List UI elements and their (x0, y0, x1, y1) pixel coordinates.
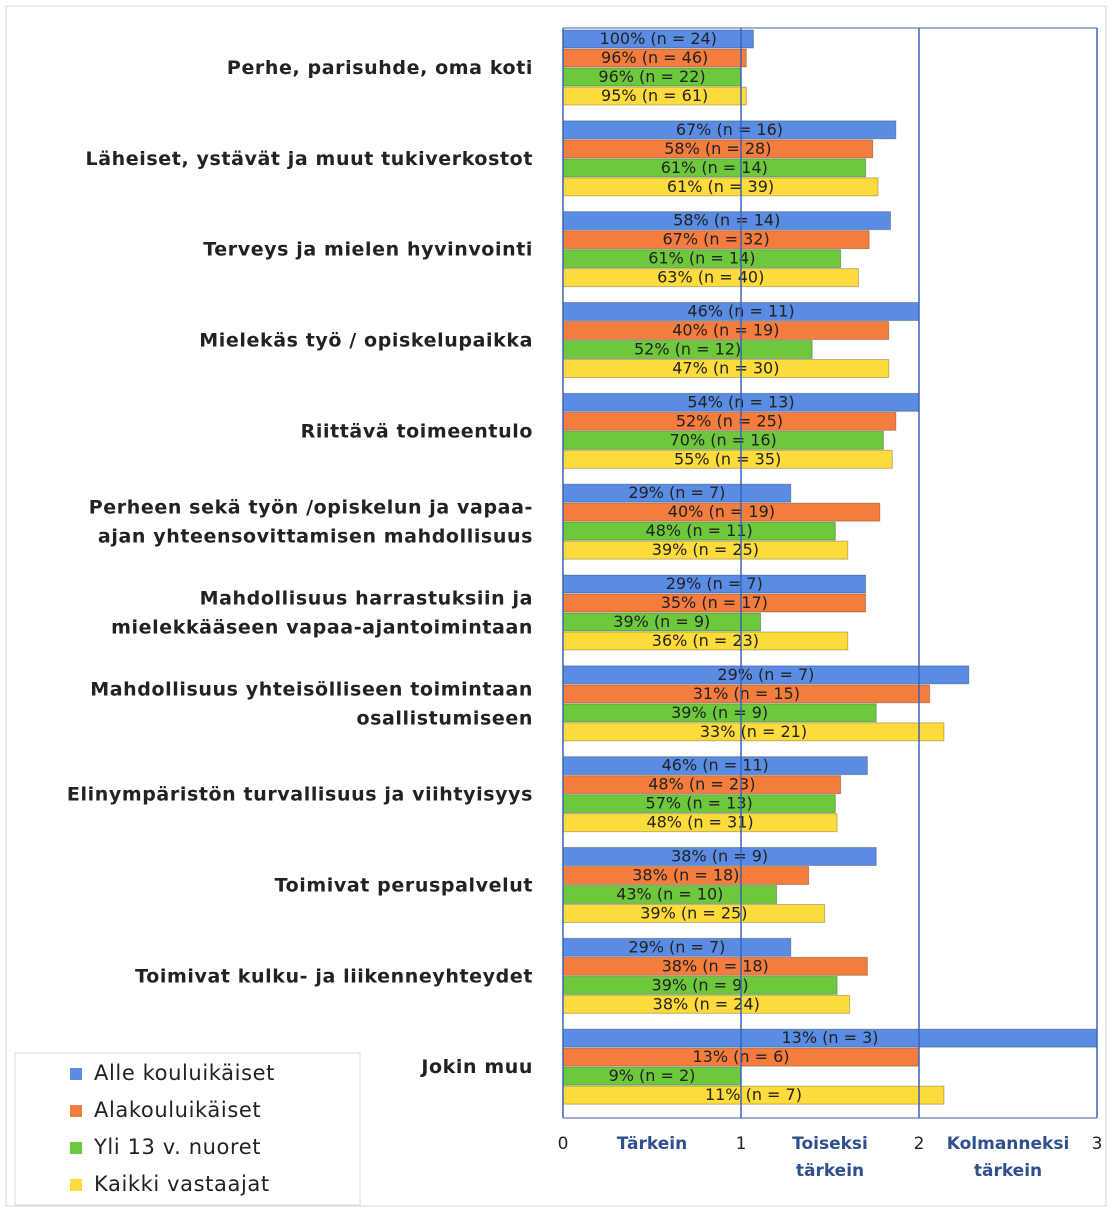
bar-label: 29% (n = 7) (717, 665, 814, 684)
bar-label: 61% (n = 14) (661, 158, 768, 177)
legend-swatch (70, 1105, 82, 1117)
category-label: Riittävä toimeentulo (301, 420, 533, 442)
category-label: Mahdollisuus yhteisölliseen toimintaan os… (90, 678, 533, 729)
x-tick-label: 1 (736, 1134, 747, 1154)
bar-label: 96% (n = 22) (598, 67, 705, 86)
bar-label: 40% (n = 19) (672, 321, 779, 340)
bar-label: 29% (n = 7) (628, 483, 725, 502)
category-label: Perheen sekä työn /opiskelun ja vapaa-aj… (89, 496, 533, 547)
legend-label: Alakouluikäiset (94, 1098, 261, 1122)
category-label: Mielekäs työ / opiskelupaikka (199, 329, 533, 351)
bar-label: 61% (n = 39) (667, 177, 774, 196)
bar-label: 9% (n = 2) (609, 1066, 696, 1085)
bar-label: 39% (n = 9) (613, 612, 710, 631)
x-band-label: Toiseksi tärkein (792, 1134, 868, 1181)
bar-label: 38% (n = 18) (632, 866, 739, 885)
bar-label: 29% (n = 7) (628, 937, 725, 956)
bar-label: 58% (n = 14) (673, 211, 780, 230)
bar-label: 38% (n = 9) (671, 847, 768, 866)
category-label: Toimivat peruspalvelut (275, 874, 533, 896)
bar-label: 57% (n = 13) (646, 794, 753, 813)
bar-label: 13% (n = 3) (781, 1028, 878, 1047)
category-label: Jokin muu (419, 1056, 533, 1078)
bar-label: 39% (n = 9) (652, 975, 749, 994)
bar-label: 48% (n = 11) (646, 521, 753, 540)
bar-label: 55% (n = 35) (674, 449, 781, 468)
category-label: Terveys ja mielen hyvinvointi (203, 238, 533, 260)
category-label: Mahdollisuus harrastuksiin ja mielekkääse… (111, 587, 533, 638)
bar-label: 47% (n = 30) (672, 359, 779, 378)
category-label: Perhe, parisuhde, oma koti (227, 57, 533, 79)
bar-label: 48% (n = 23) (648, 775, 755, 794)
bar-label: 40% (n = 19) (668, 502, 775, 521)
bar-label: 11% (n = 7) (705, 1085, 802, 1104)
bar-label: 96% (n = 46) (601, 48, 708, 67)
category-label: Elinympäristön turvallisuus ja viihtyisy… (67, 783, 533, 805)
bar-label: 38% (n = 18) (662, 956, 769, 975)
bar-label: 67% (n = 32) (662, 230, 769, 249)
bar-label: 63% (n = 40) (657, 268, 764, 287)
x-band-label: Kolmanneksi tärkein (947, 1134, 1070, 1181)
bar-label: 100% (n = 24) (600, 29, 717, 48)
bar-label: 58% (n = 28) (664, 139, 771, 158)
bar-label: 31% (n = 15) (693, 684, 800, 703)
category-label: Läheiset, ystävät ja muut tukiverkostot (86, 147, 533, 169)
category-label: Toimivat kulku- ja liikenneyhteydet (135, 965, 533, 987)
x-tick-label: 3 (1092, 1134, 1103, 1154)
legend-swatch (70, 1179, 82, 1191)
legend-label: Yli 13 v. nuoret (93, 1135, 261, 1159)
bar-label: 39% (n = 9) (671, 703, 768, 722)
bar-label: 43% (n = 10) (616, 885, 723, 904)
bar-label: 61% (n = 14) (648, 249, 755, 268)
legend-label: Kaikki vastaajat (94, 1172, 270, 1196)
bar-label: 67% (n = 16) (676, 120, 783, 139)
bar-label: 52% (n = 25) (676, 411, 783, 430)
plot-area (563, 28, 1097, 1118)
bar-label: 33% (n = 21) (700, 722, 807, 741)
legend-swatch (70, 1142, 82, 1154)
bar-label: 35% (n = 17) (661, 593, 768, 612)
x-tick-label: 2 (914, 1134, 925, 1154)
x-band-label: Tärkein (617, 1134, 687, 1154)
bar-label: 29% (n = 7) (666, 574, 763, 593)
bar-label: 39% (n = 25) (652, 540, 759, 559)
x-tick-label: 0 (558, 1134, 569, 1154)
bar-label: 38% (n = 24) (653, 994, 760, 1013)
bar-label: 95% (n = 61) (601, 86, 708, 105)
bar-label: 70% (n = 16) (670, 430, 777, 449)
legend-swatch (70, 1068, 82, 1080)
chart-frame (5, 5, 1107, 1207)
bar-label: 36% (n = 23) (652, 631, 759, 650)
legend-label: Alle kouluikäiset (94, 1061, 275, 1085)
bar-label: 39% (n = 25) (640, 904, 747, 923)
bar-label: 52% (n = 12) (634, 340, 741, 359)
bar-label: 46% (n = 11) (662, 756, 769, 775)
bar-label: 48% (n = 31) (646, 813, 753, 832)
